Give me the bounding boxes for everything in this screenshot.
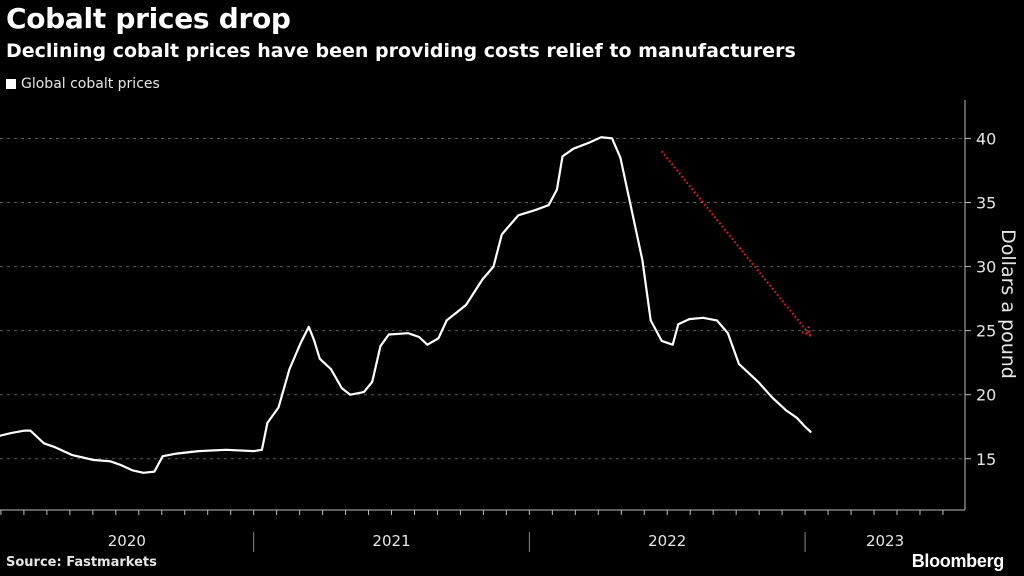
legend-label: Global cobalt prices (21, 76, 160, 92)
trend-arrow (660, 150, 812, 337)
y-tick-label: 15 (976, 450, 996, 469)
series-line (0, 136, 812, 474)
axes (0, 100, 971, 552)
y-axis-label: Dollars a pound (997, 229, 1019, 379)
brand-logo: Bloomberg (911, 551, 1005, 571)
y-ticks: 15 20 25 30 35 40 (976, 129, 996, 468)
legend-swatch (6, 79, 16, 89)
trend-arrow-head (806, 323, 812, 336)
chart-subtitle: Declining cobalt prices have been provid… (6, 40, 796, 62)
grid-lines (0, 137, 965, 460)
chart-title: Cobalt prices drop (6, 2, 291, 35)
annotations (660, 150, 812, 337)
source-note: Source: Fastmarkets (6, 555, 157, 570)
x-category-label: 2022 (648, 532, 686, 550)
x-category-label: 2020 (108, 532, 146, 550)
x-category-label: 2023 (866, 532, 904, 550)
legend: Global cobalt prices (6, 76, 160, 92)
series-group (0, 136, 812, 474)
y-tick-label: 20 (976, 386, 996, 405)
y-tick-label: 40 (976, 129, 996, 148)
y-tick-label: 25 (976, 322, 996, 341)
y-tick-label: 30 (976, 258, 996, 277)
y-tick-label: 35 (976, 194, 996, 213)
x-categories: 2020 2021 2022 2023 (108, 532, 904, 550)
x-category-label: 2021 (372, 532, 410, 550)
